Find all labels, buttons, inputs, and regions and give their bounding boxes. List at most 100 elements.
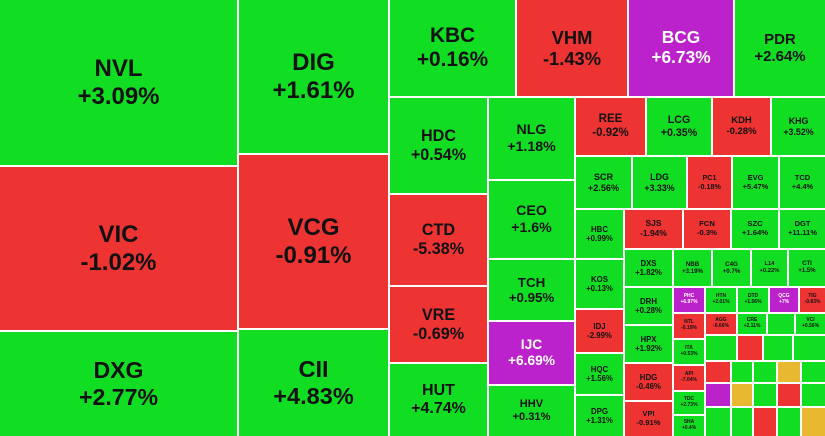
stock-tile[interactable]: HPX +1.92% [625,326,672,362]
stock-tile[interactable]: TCD +4.4% [780,157,825,208]
change: +0.16% [416,48,489,71]
ticker: EVG [747,172,764,182]
stock-tile[interactable]: LCG +0.35% [647,98,711,155]
change: -0.3% [696,228,717,237]
change: +6.97% [680,299,698,305]
change: +5.47% [742,181,769,191]
stock-tile[interactable]: KBC +0.16% [390,0,515,96]
stock-tile[interactable]: TDC +2.73% [674,392,704,414]
small-tile [768,314,794,334]
stock-tile[interactable]: API -7.04% [674,366,704,390]
change: +1.6% [511,219,552,236]
stock-tile[interactable]: DRH +0.28% [625,288,672,324]
ticker: CEO [516,203,547,220]
ticker: HQC [590,365,609,374]
stock-tile[interactable]: NLG +1.18% [489,98,574,179]
ticker: PDR [764,30,796,48]
stock-tile[interactable]: SZC +1.64% [732,210,778,248]
stock-tile[interactable]: CRE +2.11% [738,314,766,334]
stock-tile[interactable]: HDG -0.46% [625,364,672,400]
stock-tile[interactable]: TCH +0.95% [489,260,574,320]
change: +1.5% [798,268,816,274]
stock-tile[interactable]: NTL -0.19% [674,314,704,338]
stock-tile[interactable]: LDG +3.33% [633,157,686,208]
stock-tile[interactable]: HBC +0.99% [576,210,623,258]
ticker: API [684,371,694,378]
stock-tile[interactable]: KOS +0.13% [576,260,623,308]
stock-tile[interactable]: CEO +1.6% [489,181,574,258]
small-tile [754,408,776,436]
small-tile [802,362,825,382]
stock-tile[interactable]: VHM -1.43% [517,0,627,96]
change: +2.11% [743,323,761,329]
stock-tile[interactable]: HHV +0.31% [489,386,574,436]
stock-tile[interactable]: SCR +2.56% [576,157,631,208]
stock-tile[interactable]: FCN -0.3% [684,210,730,248]
small-tile [706,362,730,382]
stock-tile[interactable]: CTI +1.5% [789,250,825,286]
ticker: KOS [591,275,608,284]
stock-tile[interactable]: DTD +1.56% [738,288,768,312]
ticker: FCN [699,219,715,229]
stock-tile[interactable]: PC1 -0.18% [688,157,731,208]
stock-tile[interactable]: CTD -5.38% [390,195,487,285]
stock-tile[interactable]: REE -0.92% [576,98,645,155]
change: +1.82% [635,268,662,277]
stock-tile[interactable]: L14 +0.22% [752,250,787,286]
stock-tile[interactable]: BCG +6.73% [629,0,733,96]
stock-tile[interactable]: CII +4.83% [239,330,388,436]
small-tile [754,362,776,382]
stock-tile[interactable]: KHG +3.52% [772,98,825,155]
stock-tile[interactable]: VPI -0.91% [625,402,672,436]
ticker: HHV [519,398,544,411]
change: +4.4% [791,181,814,191]
change: +1.92% [635,344,662,353]
stock-tile[interactable]: SJS -1.94% [625,210,682,248]
stock-tile[interactable]: HDC +0.54% [390,98,487,193]
ticker: C4G [725,260,738,268]
ticker: AGG [715,317,727,324]
stock-tile[interactable]: DGT +11.11% [780,210,825,248]
stock-tile[interactable]: TIG -0.83% [800,288,825,312]
stock-tile[interactable]: DXS +1.82% [625,250,672,286]
stock-tile[interactable]: QCG +7% [770,288,798,312]
stock-tile[interactable]: NBB +3.19% [674,250,711,286]
stock-tile[interactable]: C4G +0.7% [713,250,750,286]
stock-tile[interactable]: HTN +2.01% [706,288,736,312]
stock-tile[interactable]: DIG +1.61% [239,0,388,153]
change: +0.7% [722,268,741,275]
ticker: VHM [551,26,593,48]
stock-tile[interactable]: KDH -0.28% [713,98,770,155]
stock-tile[interactable]: VRE -0.69% [390,287,487,362]
ticker: KHG [788,116,809,127]
ticker: HDC [420,126,456,145]
stock-tile[interactable]: HQC +1.56% [576,354,623,394]
stock-tile[interactable]: ITA +0.53% [674,340,704,364]
ticker: HTN [715,293,727,300]
stock-tile[interactable]: SHA +0.4% [674,416,704,436]
stock-tile[interactable]: VCI +0.56% [796,314,825,334]
stock-tile[interactable]: PDR +2.64% [735,0,825,96]
change: -0.92% [592,126,629,139]
stock-tile[interactable]: DPG +1.31% [576,396,623,436]
stock-tile[interactable]: HUT +4.74% [390,364,487,436]
change: -1.43% [542,48,602,69]
stock-tile[interactable]: IJC +6.69% [489,322,574,384]
stock-tile[interactable]: PHC +6.97% [674,288,704,312]
change: -0.83% [804,299,821,305]
change: +4.74% [411,400,466,417]
small-tile [802,384,825,406]
ticker: PHC [683,293,695,300]
stock-tile[interactable]: VCG -0.91% [239,155,388,328]
change: -0.91% [275,241,352,269]
stock-tile[interactable]: NVL +3.09% [0,0,237,165]
ticker: IDJ [593,322,606,331]
stock-tile[interactable]: EVG +5.47% [733,157,778,208]
small-tile [706,384,730,406]
stock-tile[interactable]: AGG -0.66% [706,314,736,334]
stock-tile[interactable]: DXG +2.77% [0,332,237,436]
stock-tile[interactable]: VIC -1.02% [0,167,237,330]
small-tile [706,336,736,360]
stock-tile[interactable]: IDJ -2.99% [576,310,623,352]
change: +0.99% [586,234,613,243]
